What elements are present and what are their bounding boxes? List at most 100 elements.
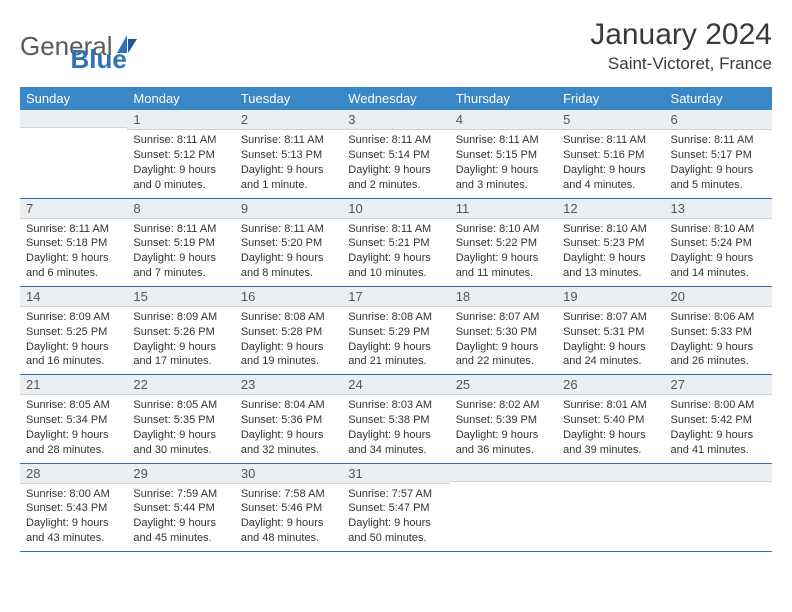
sunrise-text: Sunrise: 8:09 AM [26,310,121,325]
sunset-text: Sunset: 5:36 PM [241,413,336,428]
day-number: 27 [665,375,772,395]
day-number [557,464,664,482]
calendar-day-cell: 10Sunrise: 8:11 AMSunset: 5:21 PMDayligh… [342,198,449,286]
sunrise-text: Sunrise: 7:57 AM [348,487,443,502]
calendar-day-cell: 15Sunrise: 8:09 AMSunset: 5:26 PMDayligh… [127,286,234,374]
daylight-text: Daylight: 9 hours and 16 minutes. [26,340,121,370]
daylight-text: Daylight: 9 hours and 32 minutes. [241,428,336,458]
day-number: 6 [665,110,772,130]
calendar-day-cell: 23Sunrise: 8:04 AMSunset: 5:36 PMDayligh… [235,375,342,463]
day-number: 23 [235,375,342,395]
sunrise-text: Sunrise: 8:11 AM [26,222,121,237]
sunset-text: Sunset: 5:19 PM [133,236,228,251]
sunset-text: Sunset: 5:31 PM [563,325,658,340]
sunset-text: Sunset: 5:18 PM [26,236,121,251]
sunrise-text: Sunrise: 8:06 AM [671,310,766,325]
daylight-text: Daylight: 9 hours and 7 minutes. [133,251,228,281]
sunset-text: Sunset: 5:24 PM [671,236,766,251]
sunset-text: Sunset: 5:43 PM [26,501,121,516]
day-details: Sunrise: 8:08 AMSunset: 5:28 PMDaylight:… [235,307,342,374]
sunrise-text: Sunrise: 8:03 AM [348,398,443,413]
daylight-text: Daylight: 9 hours and 22 minutes. [456,340,551,370]
daylight-text: Daylight: 9 hours and 1 minute. [241,163,336,193]
day-details: Sunrise: 8:07 AMSunset: 5:30 PMDaylight:… [450,307,557,374]
sunrise-text: Sunrise: 8:11 AM [241,133,336,148]
calendar-week-row: 1Sunrise: 8:11 AMSunset: 5:12 PMDaylight… [20,110,772,198]
day-details: Sunrise: 8:09 AMSunset: 5:25 PMDaylight:… [20,307,127,374]
calendar-day-cell: 5Sunrise: 8:11 AMSunset: 5:16 PMDaylight… [557,110,664,198]
calendar-day-cell [450,463,557,551]
day-details: Sunrise: 8:02 AMSunset: 5:39 PMDaylight:… [450,395,557,462]
sunrise-text: Sunrise: 8:11 AM [348,133,443,148]
day-number: 5 [557,110,664,130]
day-number: 17 [342,287,449,307]
brand-part2: Blue [71,44,127,75]
day-details: Sunrise: 8:11 AMSunset: 5:18 PMDaylight:… [20,219,127,286]
month-title: January 2024 [590,18,772,52]
sunrise-text: Sunrise: 8:10 AM [671,222,766,237]
sunrise-text: Sunrise: 8:00 AM [26,487,121,502]
sunset-text: Sunset: 5:22 PM [456,236,551,251]
day-number: 12 [557,199,664,219]
sunset-text: Sunset: 5:25 PM [26,325,121,340]
sunrise-text: Sunrise: 8:11 AM [563,133,658,148]
day-number: 22 [127,375,234,395]
sunset-text: Sunset: 5:47 PM [348,501,443,516]
calendar-day-cell: 17Sunrise: 8:08 AMSunset: 5:29 PMDayligh… [342,286,449,374]
day-details: Sunrise: 7:57 AMSunset: 5:47 PMDaylight:… [342,484,449,551]
day-details [450,482,557,490]
daylight-text: Daylight: 9 hours and 13 minutes. [563,251,658,281]
sunrise-text: Sunrise: 8:01 AM [563,398,658,413]
calendar-day-cell: 4Sunrise: 8:11 AMSunset: 5:15 PMDaylight… [450,110,557,198]
calendar-day-cell: 16Sunrise: 8:08 AMSunset: 5:28 PMDayligh… [235,286,342,374]
weekday-header: Thursday [450,87,557,110]
weekday-header: Wednesday [342,87,449,110]
day-details: Sunrise: 8:10 AMSunset: 5:23 PMDaylight:… [557,219,664,286]
calendar-week-row: 21Sunrise: 8:05 AMSunset: 5:34 PMDayligh… [20,375,772,463]
sunset-text: Sunset: 5:30 PM [456,325,551,340]
sunrise-text: Sunrise: 8:00 AM [671,398,766,413]
day-number: 20 [665,287,772,307]
daylight-text: Daylight: 9 hours and 39 minutes. [563,428,658,458]
sunset-text: Sunset: 5:33 PM [671,325,766,340]
weekday-header: Tuesday [235,87,342,110]
day-number: 19 [557,287,664,307]
sunrise-text: Sunrise: 8:11 AM [348,222,443,237]
sunrise-text: Sunrise: 8:11 AM [133,222,228,237]
calendar-day-cell: 6Sunrise: 8:11 AMSunset: 5:17 PMDaylight… [665,110,772,198]
day-number: 26 [557,375,664,395]
daylight-text: Daylight: 9 hours and 3 minutes. [456,163,551,193]
sunset-text: Sunset: 5:46 PM [241,501,336,516]
day-number: 25 [450,375,557,395]
daylight-text: Daylight: 9 hours and 28 minutes. [26,428,121,458]
daylight-text: Daylight: 9 hours and 48 minutes. [241,516,336,546]
sunset-text: Sunset: 5:42 PM [671,413,766,428]
day-number [450,464,557,482]
sunset-text: Sunset: 5:21 PM [348,236,443,251]
daylight-text: Daylight: 9 hours and 21 minutes. [348,340,443,370]
sunrise-text: Sunrise: 8:10 AM [456,222,551,237]
daylight-text: Daylight: 9 hours and 11 minutes. [456,251,551,281]
calendar-day-cell: 21Sunrise: 8:05 AMSunset: 5:34 PMDayligh… [20,375,127,463]
calendar-day-cell: 11Sunrise: 8:10 AMSunset: 5:22 PMDayligh… [450,198,557,286]
calendar-day-cell: 1Sunrise: 8:11 AMSunset: 5:12 PMDaylight… [127,110,234,198]
daylight-text: Daylight: 9 hours and 5 minutes. [671,163,766,193]
day-details: Sunrise: 8:06 AMSunset: 5:33 PMDaylight:… [665,307,772,374]
day-details: Sunrise: 8:07 AMSunset: 5:31 PMDaylight:… [557,307,664,374]
day-number: 1 [127,110,234,130]
day-number: 21 [20,375,127,395]
sunrise-text: Sunrise: 8:11 AM [133,133,228,148]
day-details: Sunrise: 8:05 AMSunset: 5:35 PMDaylight:… [127,395,234,462]
calendar-day-cell [665,463,772,551]
calendar-day-cell: 26Sunrise: 8:01 AMSunset: 5:40 PMDayligh… [557,375,664,463]
daylight-text: Daylight: 9 hours and 4 minutes. [563,163,658,193]
day-number: 16 [235,287,342,307]
daylight-text: Daylight: 9 hours and 43 minutes. [26,516,121,546]
calendar-day-cell: 18Sunrise: 8:07 AMSunset: 5:30 PMDayligh… [450,286,557,374]
sunrise-text: Sunrise: 8:11 AM [456,133,551,148]
day-number: 7 [20,199,127,219]
daylight-text: Daylight: 9 hours and 26 minutes. [671,340,766,370]
sunset-text: Sunset: 5:39 PM [456,413,551,428]
daylight-text: Daylight: 9 hours and 0 minutes. [133,163,228,193]
calendar-day-cell: 19Sunrise: 8:07 AMSunset: 5:31 PMDayligh… [557,286,664,374]
